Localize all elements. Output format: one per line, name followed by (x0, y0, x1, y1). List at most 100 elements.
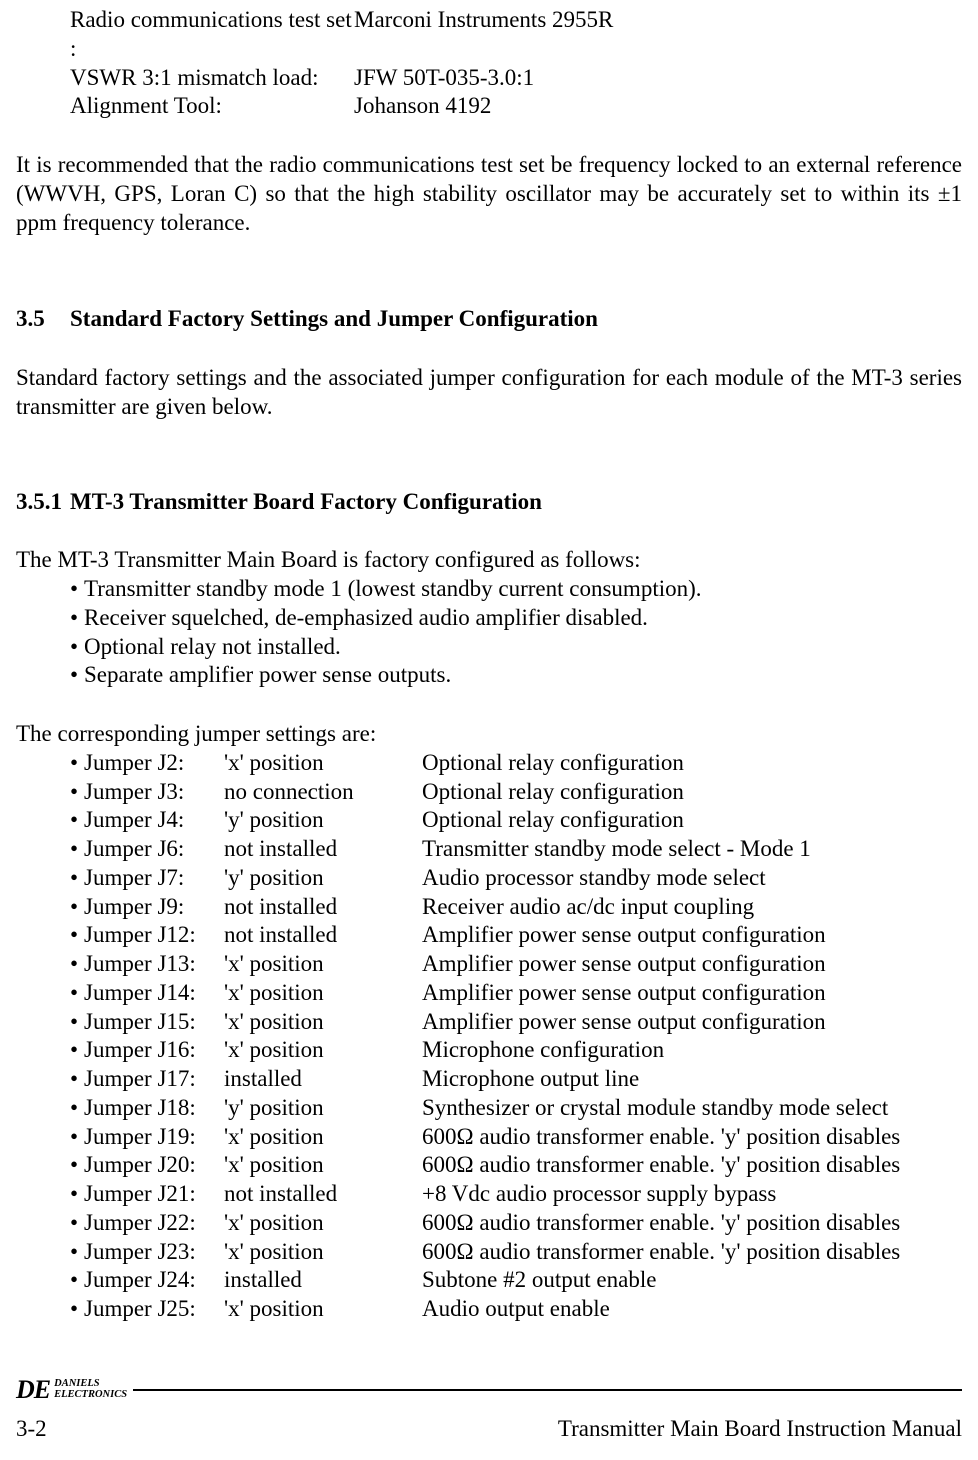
list-item: • Optional relay not installed. (70, 633, 962, 662)
jumper-row: • Jumper J16:'x' positionMicrophone conf… (70, 1036, 962, 1065)
equipment-label: Alignment Tool: (70, 92, 354, 121)
bullet-marker: • (70, 921, 84, 950)
jumper-description: Audio processor standby mode select (422, 864, 962, 893)
equipment-value: Johanson 4192 (354, 92, 962, 121)
jumper-row: • Jumper J6:not installedTransmitter sta… (70, 835, 962, 864)
jumper-name: Jumper J12: (84, 921, 224, 950)
bullet-marker: • (70, 806, 84, 835)
equipment-table: Radio communications test set : Marconi … (70, 6, 962, 121)
horizontal-rule (133, 1389, 962, 1391)
jumper-position: 'y' position (224, 1094, 422, 1123)
section-number: 3.5.1 (16, 488, 70, 517)
jumper-position: installed (224, 1266, 422, 1295)
equipment-label: VSWR 3:1 mismatch load: (70, 64, 354, 93)
jumper-name: Jumper J18: (84, 1094, 224, 1123)
bullet-marker: • (70, 604, 84, 633)
jumper-description: 600Ω audio transformer enable. 'y' posit… (422, 1151, 962, 1180)
jumper-position: 'x' position (224, 1008, 422, 1037)
jumper-description: Optional relay configuration (422, 749, 962, 778)
jumper-description: Amplifier power sense output configurati… (422, 950, 962, 979)
list-item-text: Separate amplifier power sense outputs. (84, 661, 451, 690)
page-number: 3-2 (16, 1415, 47, 1444)
jumper-row: • Jumper J24:installedSubtone #2 output … (70, 1266, 962, 1295)
jumper-row: • Jumper J21:not installed+8 Vdc audio p… (70, 1180, 962, 1209)
jumper-name: Jumper J3: (84, 778, 224, 807)
jumper-description: Audio output enable (422, 1295, 962, 1324)
equipment-row: Radio communications test set : Marconi … (70, 6, 962, 64)
jumper-position: 'x' position (224, 1123, 422, 1152)
jumper-position: 'x' position (224, 749, 422, 778)
section-title: Standard Factory Settings and Jumper Con… (70, 305, 598, 334)
jumper-description: Subtone #2 output enable (422, 1266, 962, 1295)
jumper-description: 600Ω audio transformer enable. 'y' posit… (422, 1123, 962, 1152)
jumper-row: • Jumper J17:installedMicrophone output … (70, 1065, 962, 1094)
bullet-marker: • (70, 1151, 84, 1180)
jumper-position: 'x' position (224, 1209, 422, 1238)
jumper-name: Jumper J23: (84, 1238, 224, 1267)
bullet-marker: • (70, 1266, 84, 1295)
de-logo-subtext: DANIELS ELECTRONICS (54, 1379, 133, 1400)
document-title: Transmitter Main Board Instruction Manua… (558, 1415, 962, 1444)
bullet-marker: • (70, 1123, 84, 1152)
bullet-marker: • (70, 1180, 84, 1209)
jumper-row: • Jumper J12:not installedAmplifier powe… (70, 921, 962, 950)
jumper-row: • Jumper J7:'y' positionAudio processor … (70, 864, 962, 893)
jumper-name: Jumper J25: (84, 1295, 224, 1324)
list-item: • Separate amplifier power sense outputs… (70, 661, 962, 690)
jumper-row: • Jumper J20:'x' position600Ω audio tran… (70, 1151, 962, 1180)
jumper-description: Optional relay configuration (422, 778, 962, 807)
jumper-name: Jumper J24: (84, 1266, 224, 1295)
jumper-name: Jumper J21: (84, 1180, 224, 1209)
jumper-description: 600Ω audio transformer enable. 'y' posit… (422, 1238, 962, 1267)
bullet-marker: • (70, 1094, 84, 1123)
bullet-marker: • (70, 1008, 84, 1037)
jumper-position: 'x' position (224, 979, 422, 1008)
jumper-row: • Jumper J14:'x' positionAmplifier power… (70, 979, 962, 1008)
section-number: 3.5 (16, 305, 70, 334)
jumper-row: • Jumper J13:'x' positionAmplifier power… (70, 950, 962, 979)
bullet-marker: • (70, 1238, 84, 1267)
section-3-5-heading: 3.5 Standard Factory Settings and Jumper… (16, 305, 962, 334)
bullet-marker: • (70, 1209, 84, 1238)
jumper-name: Jumper J15: (84, 1008, 224, 1037)
section-title: MT-3 Transmitter Board Factory Configura… (70, 488, 542, 517)
equipment-label: Radio communications test set : (70, 6, 354, 64)
jumper-position: 'x' position (224, 1036, 422, 1065)
jumper-lead-text: The corresponding jumper settings are: (16, 720, 962, 749)
jumper-position: not installed (224, 1180, 422, 1209)
jumper-row: • Jumper J23:'x' position600Ω audio tran… (70, 1238, 962, 1267)
bullet-marker: • (70, 864, 84, 893)
bullet-marker: • (70, 893, 84, 922)
bullet-marker: • (70, 1065, 84, 1094)
jumper-name: Jumper J19: (84, 1123, 224, 1152)
list-item: • Receiver squelched, de-emphasized audi… (70, 604, 962, 633)
jumper-name: Jumper J17: (84, 1065, 224, 1094)
jumper-position: not installed (224, 893, 422, 922)
jumper-row: • Jumper J19:'x' position600Ω audio tran… (70, 1123, 962, 1152)
jumper-description: Transmitter standby mode select - Mode 1 (422, 835, 962, 864)
jumper-description: Synthesizer or crystal module standby mo… (422, 1094, 962, 1123)
bullet-marker: • (70, 1036, 84, 1065)
jumper-name: Jumper J7: (84, 864, 224, 893)
jumper-name: Jumper J14: (84, 979, 224, 1008)
bullet-marker: • (70, 835, 84, 864)
bullet-marker: • (70, 575, 84, 604)
jumper-name: Jumper J2: (84, 749, 224, 778)
footer-rule: DE DANIELS ELECTRONICS (16, 1374, 962, 1407)
jumper-position: 'y' position (224, 864, 422, 893)
section-3-5-paragraph: Standard factory settings and the associ… (16, 364, 962, 422)
bullet-marker: • (70, 979, 84, 1008)
jumper-settings-list: • Jumper J2:'x' positionOptional relay c… (70, 749, 962, 1324)
de-logo-line1: DANIELS (54, 1378, 100, 1389)
equipment-row: VSWR 3:1 mismatch load: JFW 50T-035-3.0:… (70, 64, 962, 93)
footer-text: 3-2 Transmitter Main Board Instruction M… (16, 1415, 962, 1444)
bullet-marker: • (70, 778, 84, 807)
section-3-5-1-heading: 3.5.1 MT-3 Transmitter Board Factory Con… (16, 488, 962, 517)
jumper-position: 'x' position (224, 1238, 422, 1267)
jumper-description: +8 Vdc audio processor supply bypass (422, 1180, 962, 1209)
bullet-marker: • (70, 950, 84, 979)
page: Radio communications test set : Marconi … (0, 6, 978, 1460)
list-item: • Transmitter standby mode 1 (lowest sta… (70, 575, 962, 604)
jumper-position: not installed (224, 835, 422, 864)
jumper-name: Jumper J13: (84, 950, 224, 979)
